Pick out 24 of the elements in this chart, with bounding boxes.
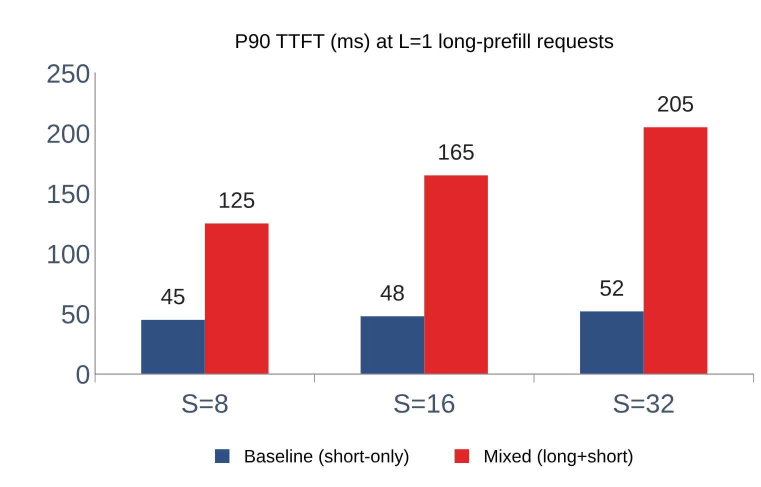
x-tick-label: S=32	[614, 394, 674, 413]
legend-label: Mixed (long+short)	[484, 449, 632, 466]
bar	[424, 175, 488, 374]
y-tick-label: 50	[62, 304, 90, 324]
y-tick-label: 200	[48, 124, 90, 144]
data-label: 48	[380, 284, 404, 301]
bar	[644, 127, 708, 374]
data-label: 125	[220, 192, 254, 208]
data-label: 165	[439, 144, 474, 160]
x-tick-label: S=8	[182, 394, 228, 413]
y-tick-label: 0	[76, 365, 90, 384]
y-tick-label: 100	[48, 244, 90, 264]
data-label: 45	[161, 288, 184, 304]
data-label: 205	[658, 96, 694, 112]
x-tick-label: S=16	[394, 394, 454, 413]
y-tick-label: 150	[48, 184, 90, 204]
legend-label: Baseline (short-only)	[245, 449, 408, 466]
chart-title: P90 TTFT (ms) at L=1 long-prefill requests	[236, 33, 614, 52]
data-label: 52	[600, 280, 624, 296]
bar	[141, 320, 205, 374]
bar	[360, 316, 424, 374]
y-tick-label: 250	[48, 64, 90, 83]
bar	[580, 311, 644, 374]
bar	[204, 224, 268, 374]
